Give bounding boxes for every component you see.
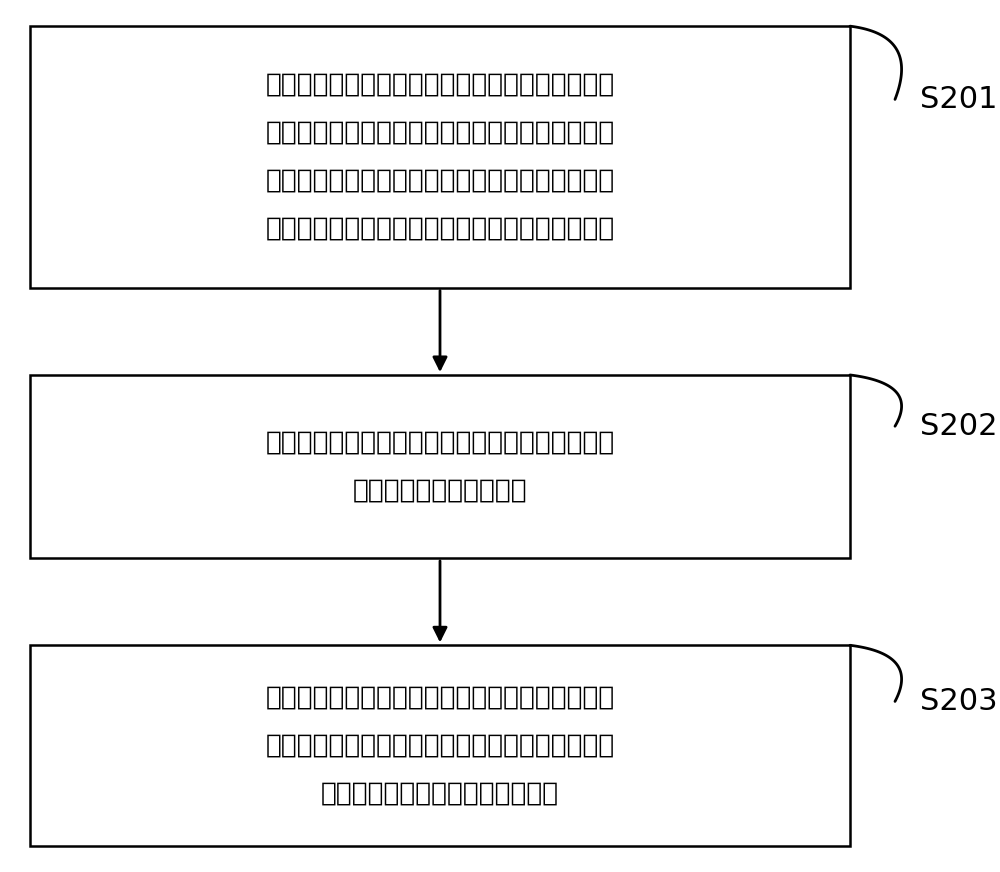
Text: 通道为当前按照预设测距周期进行测距的测距通道: 通道为当前按照预设测距周期进行测距的测距通道 bbox=[265, 216, 615, 242]
FancyBboxPatch shape bbox=[30, 375, 850, 558]
Text: S203: S203 bbox=[920, 687, 998, 716]
Text: S202: S202 bbox=[920, 412, 997, 440]
FancyBboxPatch shape bbox=[30, 26, 850, 288]
Text: 通过第三测距通道对应的回波探测器接收所述目标: 通过第三测距通道对应的回波探测器接收所述目标 bbox=[265, 430, 615, 455]
Text: 向第三测距通道对应的激光器发送第一控制信号，: 向第三测距通道对应的激光器发送第一控制信号， bbox=[265, 72, 615, 98]
Text: 的激光器向目标物体发射脉冲激光；所述第三测距: 的激光器向目标物体发射脉冲激光；所述第三测距 bbox=[265, 168, 615, 194]
Text: 对应的回波信号的相位差，并根据计算出的相位差: 对应的回波信号的相位差，并根据计算出的相位差 bbox=[265, 732, 615, 759]
Text: S201: S201 bbox=[920, 85, 997, 114]
Text: 解算所述第三测距通道的测距结果: 解算所述第三测距通道的测距结果 bbox=[321, 780, 559, 807]
Text: 物体反射回来的激光回波: 物体反射回来的激光回波 bbox=[353, 478, 527, 503]
Text: 计算所述脉冲激光对应的参考信号和所述激光回波: 计算所述脉冲激光对应的参考信号和所述激光回波 bbox=[265, 685, 615, 711]
Text: 所述第一控制信号用于控制所述第三测距通道对应: 所述第一控制信号用于控制所述第三测距通道对应 bbox=[265, 120, 615, 146]
FancyBboxPatch shape bbox=[30, 645, 850, 846]
